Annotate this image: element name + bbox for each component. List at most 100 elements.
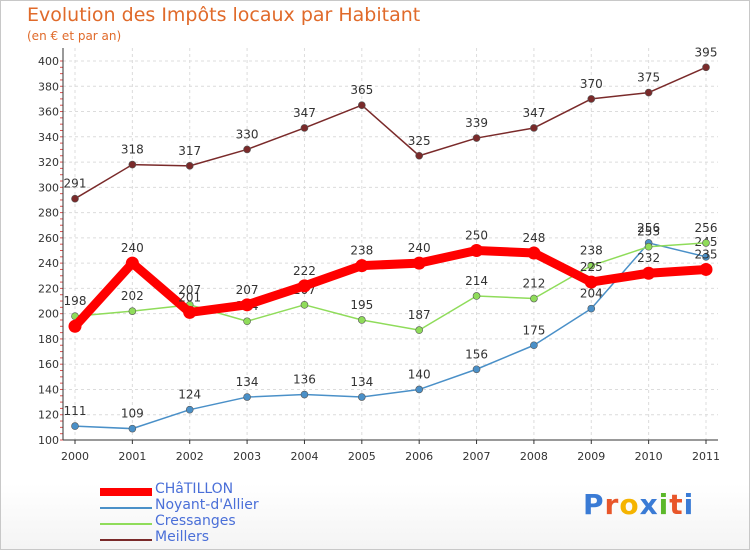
y-tick-label: 260 — [38, 232, 59, 245]
data-point — [68, 319, 82, 333]
data-label: 134 — [350, 375, 373, 389]
data-label: 240 — [408, 241, 431, 255]
y-tick-label: 300 — [38, 181, 59, 194]
x-tick-label: 2006 — [405, 450, 433, 463]
logo-letter: t — [669, 488, 684, 521]
data-label: 201 — [178, 290, 201, 304]
data-point — [185, 162, 194, 170]
logo-letter: P — [583, 488, 605, 521]
legend-label-chatillon: CHâTILLON — [155, 481, 234, 497]
data-point — [699, 262, 713, 276]
data-point — [527, 246, 541, 260]
data-label: 198 — [64, 294, 87, 308]
data-point — [243, 393, 251, 401]
data-label: 375 — [637, 71, 660, 85]
series-line-0 — [70, 246, 711, 331]
data-label: 222 — [293, 264, 316, 278]
data-point — [358, 101, 366, 110]
data-point — [584, 275, 598, 289]
x-tick-label: 2011 — [692, 450, 720, 463]
logo-letter: i — [683, 488, 695, 521]
data-point — [530, 341, 538, 350]
data-point — [243, 145, 251, 154]
x-tick-label: 2000 — [61, 450, 89, 463]
data-point — [470, 244, 484, 257]
y-tick-label: 100 — [38, 434, 59, 447]
x-tick-label: 2002 — [176, 450, 204, 463]
data-label: 207 — [178, 283, 201, 297]
y-tick-label: 400 — [38, 55, 59, 68]
data-label: 347 — [522, 106, 545, 120]
data-label: 240 — [121, 241, 144, 255]
data-label: 365 — [350, 83, 373, 97]
data-point — [530, 124, 538, 132]
data-point — [415, 326, 423, 334]
y-tick-label: 240 — [38, 257, 59, 270]
data-label: 238 — [580, 244, 603, 258]
x-tick-label: 2005 — [348, 450, 376, 463]
y-tick-label: 180 — [38, 333, 59, 346]
data-point — [642, 266, 656, 280]
data-point — [358, 316, 366, 324]
x-tick-label: 2008 — [520, 450, 548, 463]
data-point — [587, 304, 596, 313]
data-label: 317 — [178, 144, 201, 158]
chart-title: Evolution des Impôts locaux par Habitant — [27, 4, 421, 26]
legend-swatch-noyant — [100, 507, 152, 509]
logo-letter: r — [604, 488, 620, 521]
proxiti-logo: Proxiti — [583, 488, 694, 521]
legend-label-cressanges: Cressanges — [155, 513, 236, 529]
data-label: 207 — [236, 283, 259, 297]
data-point — [472, 292, 481, 300]
data-point — [243, 317, 251, 326]
data-label: 330 — [236, 127, 259, 141]
data-point — [128, 424, 137, 433]
data-label: 238 — [350, 244, 373, 258]
data-label: 156 — [465, 347, 488, 361]
x-tick-label: 2004 — [290, 450, 318, 463]
data-label: 253 — [637, 225, 660, 239]
legend-swatch-chatillon — [100, 488, 152, 496]
data-point — [71, 422, 79, 430]
data-point — [702, 239, 710, 247]
legend-swatch-cressanges — [100, 523, 152, 525]
y-tick-label: 360 — [38, 106, 59, 119]
x-tick-label: 2010 — [635, 450, 663, 463]
data-label: 140 — [408, 367, 431, 381]
data-label: 256 — [637, 221, 660, 235]
data-label: 202 — [121, 289, 144, 303]
data-label: 212 — [522, 277, 545, 291]
data-label: 347 — [293, 106, 316, 120]
data-point — [128, 307, 137, 315]
data-label: 124 — [178, 388, 201, 402]
data-label: 187 — [408, 308, 431, 322]
data-label: 204 — [580, 287, 603, 301]
y-tick-label: 200 — [38, 308, 59, 321]
data-point — [355, 259, 369, 273]
data-point — [300, 390, 309, 399]
data-label: 195 — [350, 298, 373, 312]
data-label: 111 — [64, 404, 87, 418]
data-point — [412, 256, 426, 270]
x-tick-label: 2003 — [233, 450, 261, 463]
x-tick-label: 2001 — [118, 450, 146, 463]
legend-swatch-meillers — [100, 539, 152, 541]
data-point — [183, 305, 197, 319]
data-label: 175 — [522, 323, 545, 337]
logo-letter: x — [639, 488, 659, 521]
y-tick-label: 280 — [38, 207, 59, 220]
data-label: 339 — [465, 116, 488, 130]
data-label: 256 — [695, 221, 718, 235]
data-point — [472, 365, 481, 374]
plot-area — [63, 48, 718, 440]
data-point — [415, 385, 423, 394]
legend-label-meillers: Meillers — [155, 529, 210, 545]
data-point — [300, 124, 309, 132]
data-label: 250 — [465, 229, 488, 243]
data-label: 248 — [522, 231, 545, 245]
data-label: 225 — [580, 260, 603, 274]
data-point — [125, 256, 139, 270]
data-point — [297, 279, 311, 293]
y-tick-label: 340 — [38, 131, 59, 144]
